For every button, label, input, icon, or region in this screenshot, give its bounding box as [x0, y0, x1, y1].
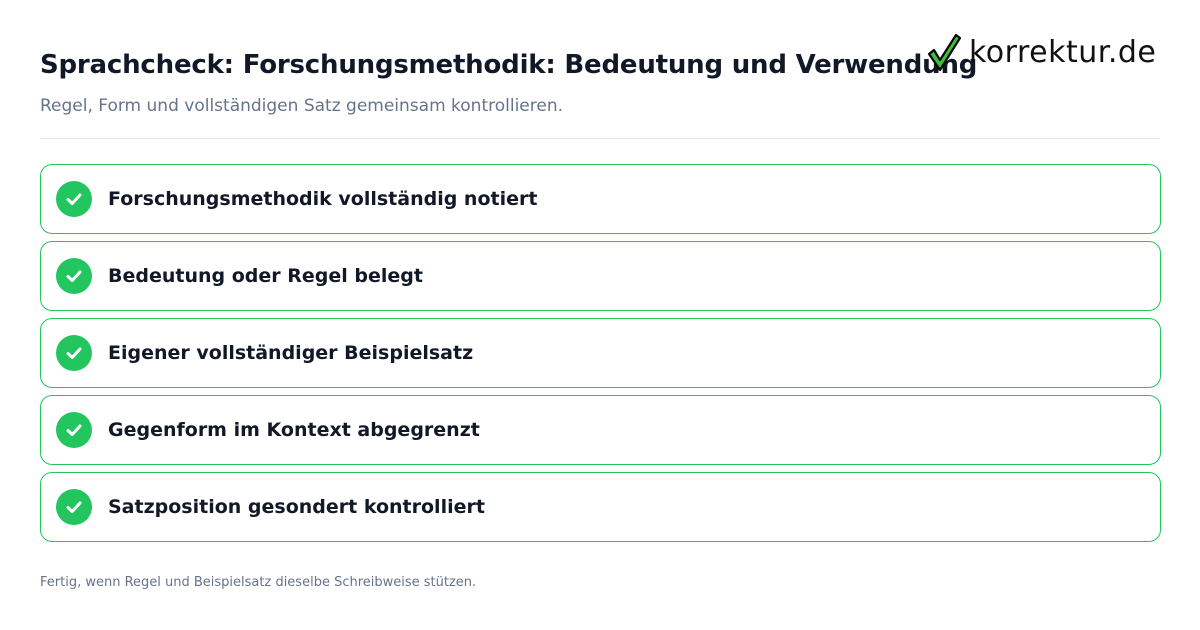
- header-divider: [40, 138, 1160, 139]
- checklist: Forschungsmethodik vollständig notiert B…: [40, 164, 1161, 549]
- checklist-item: Forschungsmethodik vollständig notiert: [40, 164, 1161, 234]
- checklist-item-label: Eigener vollständiger Beispielsatz: [108, 342, 474, 364]
- checklist-item: Gegenform im Kontext abgegrenzt: [40, 395, 1161, 465]
- checklist-item-label: Satzposition gesondert kontrolliert: [108, 496, 485, 518]
- brand-logo: korrektur.de: [926, 30, 1156, 74]
- check-circle-icon: [56, 412, 92, 448]
- footer-note: Fertig, wenn Regel und Beispielsatz dies…: [40, 575, 477, 590]
- checkmark-icon: [926, 32, 962, 72]
- checklist-item: Bedeutung oder Regel belegt: [40, 241, 1161, 311]
- checklist-item: Eigener vollständiger Beispielsatz: [40, 318, 1161, 388]
- checklist-item: Satzposition gesondert kontrolliert: [40, 472, 1161, 542]
- check-circle-icon: [56, 181, 92, 217]
- check-circle-icon: [56, 335, 92, 371]
- page-subtitle: Regel, Form und vollständigen Satz gemei…: [40, 96, 564, 116]
- page-title: Sprachcheck: Forschungsmethodik: Bedeutu…: [40, 50, 978, 80]
- check-circle-icon: [56, 489, 92, 525]
- checklist-item-label: Forschungsmethodik vollständig notiert: [108, 188, 538, 210]
- check-circle-icon: [56, 258, 92, 294]
- checklist-item-label: Bedeutung oder Regel belegt: [108, 265, 423, 287]
- brand-name: korrektur.de: [969, 34, 1157, 70]
- checklist-item-label: Gegenform im Kontext abgegrenzt: [108, 419, 480, 441]
